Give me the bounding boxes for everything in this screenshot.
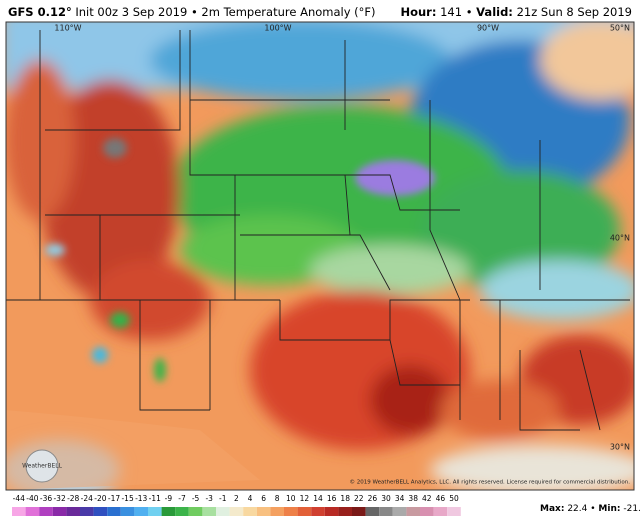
legend-label: 4 [248, 494, 253, 503]
model-name: GFS 0.12° [8, 5, 72, 19]
legend-label: -24 [81, 494, 93, 503]
latitude-label: 40°N [610, 234, 630, 243]
legend-label: -44 [13, 494, 25, 503]
logo: WeatherBELL [22, 463, 63, 470]
legend-label: 10 [286, 494, 296, 503]
legend-swatch [148, 507, 162, 516]
logo-badge [25, 449, 59, 483]
legend-swatch [338, 507, 352, 516]
legend-swatch [229, 507, 244, 516]
legend-swatch [175, 507, 189, 516]
legend-swatch [216, 507, 230, 516]
latitude-label: 30°N [610, 443, 630, 452]
longitude-label: 100°W [264, 24, 291, 33]
legend-swatch [134, 507, 148, 516]
header-title: Init 00z 3 Sep 2019 • 2m Temperature Ano… [75, 5, 375, 19]
legend-swatch [12, 507, 26, 516]
legend-label: -13 [135, 494, 147, 503]
legend-label: -15 [121, 494, 133, 503]
legend-label: 16 [327, 494, 337, 503]
valid-label: Valid: [476, 5, 513, 19]
legend-swatch [297, 507, 312, 516]
stats: Max: 22.4 • Min: -21.6 [540, 504, 640, 514]
legend-swatch [324, 507, 339, 516]
legend-label: 46 [436, 494, 446, 503]
legend-label: -17 [108, 494, 120, 503]
legend-label: 38 [408, 494, 418, 503]
hour-label: Hour: [400, 5, 436, 19]
legend-swatch [25, 507, 40, 516]
legend-swatch [39, 507, 53, 516]
hour: 141 • [440, 5, 472, 19]
legend-swatch [107, 507, 121, 516]
legend-swatch [392, 507, 407, 516]
legend-label: -7 [178, 494, 186, 503]
legend-swatch [66, 507, 80, 516]
legend-label: 50 [449, 494, 459, 503]
legend-swatch [406, 507, 420, 516]
legend-swatch [420, 507, 434, 516]
legend-label: -1 [219, 494, 227, 503]
legend-label: 26 [368, 494, 378, 503]
legend-swatch [188, 507, 203, 516]
longitude-label: 110°W [54, 24, 81, 33]
legend-swatch [433, 507, 448, 516]
legend-label: -11 [149, 494, 161, 503]
legend-swatch [447, 507, 461, 516]
separator: • [590, 504, 595, 514]
min-value: -21.6 [623, 504, 640, 514]
legend-swatch [80, 507, 94, 516]
legend-label: 8 [275, 494, 280, 503]
legend-swatch [120, 507, 135, 516]
max-label: Max: [540, 504, 564, 514]
max-value: 22.4 [567, 504, 587, 514]
legend-label: 12 [300, 494, 310, 503]
legend-label: -28 [67, 494, 79, 503]
legend-label: -40 [26, 494, 38, 503]
legend-label: 6 [261, 494, 266, 503]
legend-label: 22 [354, 494, 364, 503]
legend-swatch [270, 507, 284, 516]
legend-swatch [365, 507, 380, 516]
legend-label: -9 [165, 494, 173, 503]
legend-label: -36 [40, 494, 52, 503]
legend-label: 30 [381, 494, 391, 503]
legend-label: 18 [340, 494, 350, 503]
legend-swatch [256, 507, 271, 516]
longitude-label: 90°W [477, 24, 499, 33]
legend-label: 34 [395, 494, 405, 503]
legend-swatch [379, 507, 393, 516]
legend-swatch [311, 507, 325, 516]
copyright: © 2019 WeatherBELL Analytics, LLC. All r… [350, 479, 631, 486]
legend-swatch [284, 507, 298, 516]
latitude-label: 50°N [610, 24, 630, 33]
header-right: Hour: 141 • Valid: 21z Sun 8 Sep 2019 [400, 5, 632, 19]
legend-label: -32 [53, 494, 65, 503]
legend-label: -5 [192, 494, 200, 503]
legend-label: 14 [313, 494, 323, 503]
legend-label: -20 [94, 494, 106, 503]
valid-time: 21z Sun 8 Sep 2019 [517, 5, 632, 19]
legend-swatch [243, 507, 257, 516]
legend-swatch [202, 507, 216, 516]
legend-label: 42 [422, 494, 432, 503]
map [6, 22, 634, 490]
header-left: GFS 0.12° Init 00z 3 Sep 2019 • 2m Tempe… [8, 5, 376, 19]
legend-swatch [161, 507, 176, 516]
legend-label: -3 [205, 494, 213, 503]
legend-swatch [52, 507, 67, 516]
min-label: Min: [598, 504, 620, 514]
map-frame [5, 21, 635, 491]
legend-swatch [93, 507, 108, 516]
legend: -44 -40 -36 -32 -28 -24 -20 -17 -15 -13 -11 -9 -7 -5-… [12, 494, 461, 516]
legend-swatch [352, 507, 366, 516]
legend-label: 2 [234, 494, 239, 503]
